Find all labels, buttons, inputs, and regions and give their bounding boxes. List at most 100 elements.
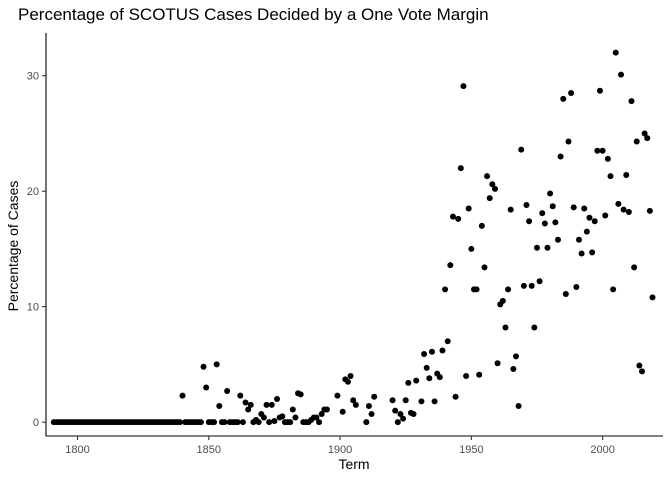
x-tick-label: 2000: [590, 444, 614, 456]
data-point: [626, 209, 632, 215]
data-point: [563, 291, 569, 297]
data-point: [581, 206, 587, 212]
data-point: [264, 402, 270, 408]
data-point: [237, 393, 243, 399]
data-point: [468, 246, 474, 252]
data-point: [544, 245, 550, 251]
data-point: [453, 394, 459, 400]
data-point: [279, 413, 285, 419]
x-tick-label: 1800: [65, 444, 89, 456]
data-point: [502, 324, 508, 330]
data-point: [565, 139, 571, 145]
data-point: [584, 229, 590, 235]
x-ticks: 1800 1850 1900 1950 2000: [65, 436, 615, 456]
data-point: [413, 378, 419, 384]
data-point: [513, 353, 519, 359]
data-point: [592, 218, 598, 224]
data-point: [481, 264, 487, 270]
data-point: [594, 148, 600, 154]
data-point: [432, 398, 438, 404]
data-point: [269, 402, 275, 408]
data-point: [177, 419, 183, 425]
data-point: [600, 148, 606, 154]
data-point: [198, 419, 204, 425]
data-point: [243, 400, 249, 406]
data-point: [615, 201, 621, 207]
data-point: [579, 251, 585, 257]
data-point: [539, 210, 545, 216]
data-point: [649, 294, 655, 300]
data-point: [405, 380, 411, 386]
data-point: [429, 349, 435, 355]
data-point: [411, 411, 417, 417]
data-points: [51, 50, 656, 426]
data-point: [605, 156, 611, 162]
data-point: [180, 393, 186, 399]
data-point: [479, 223, 485, 229]
data-point: [492, 186, 498, 192]
data-point: [214, 361, 220, 367]
data-point: [366, 403, 372, 409]
data-point: [508, 207, 514, 213]
data-point: [442, 286, 448, 292]
data-point: [203, 385, 209, 391]
data-point: [531, 324, 537, 330]
y-tick-label: 0: [33, 417, 39, 429]
data-point: [316, 419, 322, 425]
data-point: [348, 373, 354, 379]
data-point: [345, 379, 351, 385]
data-point: [573, 284, 579, 290]
data-point: [623, 172, 629, 178]
data-point: [298, 391, 304, 397]
data-point: [261, 415, 267, 421]
data-point: [450, 214, 456, 220]
data-point: [455, 216, 461, 222]
data-point: [424, 365, 430, 371]
data-point: [256, 419, 262, 425]
data-point: [526, 218, 532, 224]
data-point: [568, 90, 574, 96]
data-point: [534, 245, 540, 251]
data-point: [418, 398, 424, 404]
x-tick-label: 1950: [459, 444, 483, 456]
y-axis-title: Percentage of Cases: [5, 181, 21, 312]
data-point: [369, 411, 375, 417]
data-point: [240, 419, 246, 425]
data-point: [474, 286, 480, 292]
y-ticks: 0102030: [27, 71, 46, 429]
data-point: [529, 283, 535, 289]
data-point: [586, 215, 592, 221]
data-point: [437, 374, 443, 380]
data-point: [636, 363, 642, 369]
data-point: [340, 409, 346, 415]
data-point: [618, 72, 624, 78]
data-point: [495, 360, 501, 366]
x-axis-title: Term: [338, 456, 369, 472]
data-point: [266, 419, 272, 425]
data-point: [550, 203, 556, 209]
data-point: [421, 351, 427, 357]
data-point: [392, 408, 398, 414]
data-point: [445, 338, 451, 344]
data-point: [555, 237, 561, 243]
data-point: [439, 348, 445, 354]
data-point: [571, 204, 577, 210]
data-point: [201, 364, 207, 370]
data-point: [216, 403, 222, 409]
data-point: [466, 206, 472, 212]
data-point: [211, 419, 217, 425]
data-point: [271, 418, 277, 424]
data-point: [639, 368, 645, 374]
data-point: [224, 388, 230, 394]
data-point: [274, 396, 280, 402]
data-point: [644, 135, 650, 141]
data-point: [334, 393, 340, 399]
y-tick-label: 30: [27, 71, 39, 83]
data-point: [353, 402, 359, 408]
data-point: [542, 221, 548, 227]
data-point: [463, 373, 469, 379]
data-point: [602, 212, 608, 218]
data-point: [290, 406, 296, 412]
data-point: [400, 416, 406, 422]
